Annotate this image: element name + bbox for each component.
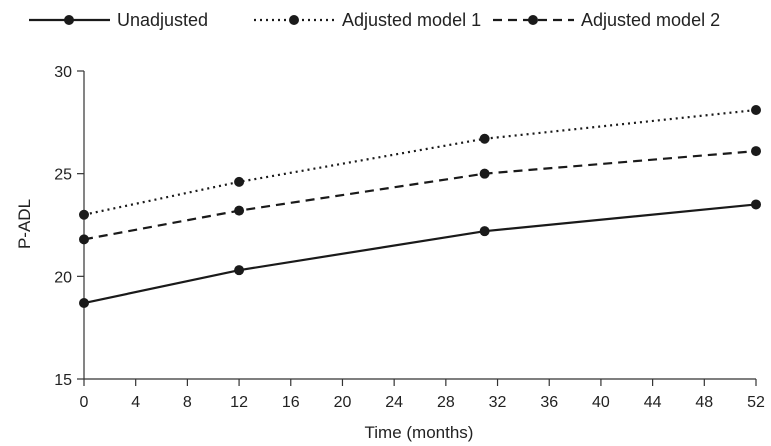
- legend: Unadjusted Adjusted model 1 Adjusted model…: [29, 10, 720, 30]
- data-point: [751, 199, 761, 210]
- legend-label: Adjusted model 1: [342, 10, 481, 30]
- x-tick-label: 4: [131, 394, 140, 411]
- y-tick-label: 15: [54, 372, 72, 389]
- x-tick-label: 52: [747, 394, 765, 411]
- x-tick-label: 20: [334, 394, 352, 411]
- x-tick-label: 12: [230, 394, 248, 411]
- series-line-1: [83, 203, 757, 305]
- y-tick-label: 25: [54, 167, 72, 184]
- y-tick-label: 20: [54, 269, 72, 286]
- data-point: [479, 168, 490, 179]
- series-line-3: [83, 149, 757, 241]
- x-tick-label: 16: [282, 394, 300, 411]
- data-point: [234, 205, 245, 216]
- data-point: [79, 209, 89, 220]
- x-tick-label: 32: [489, 394, 507, 411]
- y-tick-label: 30: [54, 64, 72, 81]
- y-axis-title: P-ADL: [15, 199, 34, 249]
- data-point: [79, 234, 89, 245]
- data-point: [751, 105, 761, 116]
- data-point: [79, 298, 89, 309]
- x-tick-label: 48: [695, 394, 713, 411]
- data-point: [234, 176, 245, 187]
- data-point: [234, 265, 245, 276]
- data-point: [479, 226, 490, 237]
- series-group: [79, 105, 761, 309]
- x-tick-label: 40: [592, 394, 610, 411]
- legend-marker: [64, 15, 74, 25]
- legend-label: Unadjusted: [117, 10, 208, 30]
- legend-marker: [289, 15, 299, 25]
- x-tick-label: 44: [644, 394, 662, 411]
- x-tick-label: 28: [437, 394, 455, 411]
- x-tick-label: 0: [80, 394, 89, 411]
- series-line-2: [83, 108, 757, 216]
- x-tick-label: 36: [540, 394, 558, 411]
- data-point: [479, 133, 490, 144]
- data-point: [751, 146, 761, 157]
- x-axis-title: Time (months): [365, 423, 474, 442]
- x-tick-label: 8: [183, 394, 192, 411]
- legend-label: Adjusted model 2: [581, 10, 720, 30]
- x-tick-label: 24: [385, 394, 403, 411]
- legend-marker: [528, 15, 538, 25]
